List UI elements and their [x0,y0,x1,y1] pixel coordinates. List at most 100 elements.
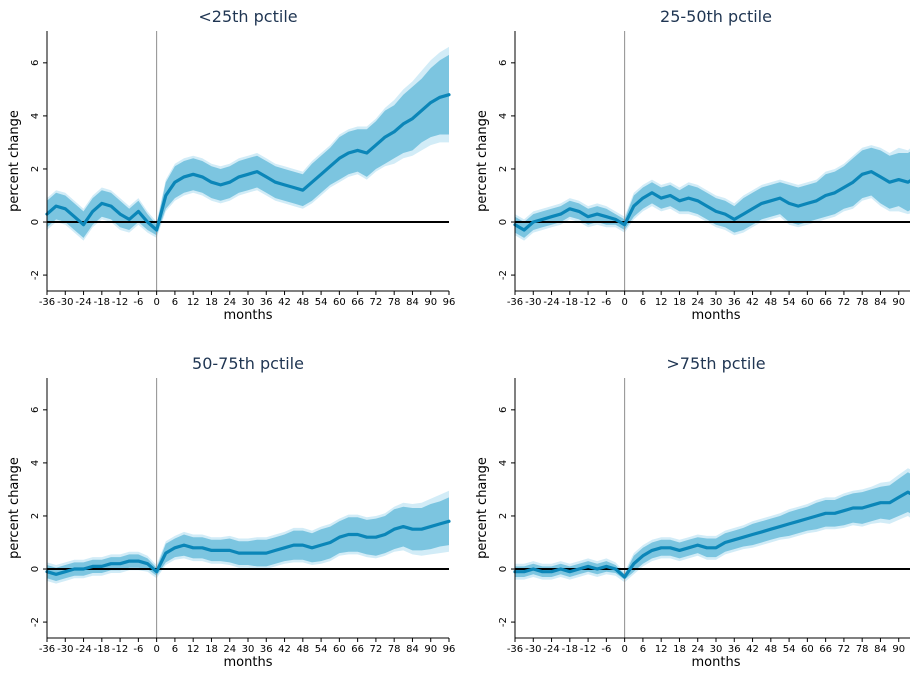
x-tick-label: 24 [223,644,236,655]
x-tick-label: 24 [223,297,236,308]
x-tick-label: 30 [242,297,255,308]
y-tick-label: 0 [30,219,41,225]
estimate-line [45,93,451,232]
y-tick-label: 6 [498,60,509,66]
x-tick-label: -24 [75,297,91,308]
ci-band-inner [515,147,910,238]
y-tick-label: 6 [498,407,509,413]
x-tick-label: 84 [406,297,419,308]
x-tick-label: 0 [621,297,627,308]
y-tick-label: 4 [498,460,509,466]
y-axis-label: percent change [7,457,22,559]
ci-band-inner [47,54,449,238]
y-tick-label: 4 [30,113,41,119]
x-tick-label: 6 [172,297,178,308]
x-tick-label: 66 [819,644,832,655]
x-tick-label: 0 [621,644,627,655]
x-tick-label: 60 [333,644,346,655]
x-tick-label: 66 [819,297,832,308]
x-tick-label: -18 [94,644,110,655]
x-tick-label: 12 [655,644,668,655]
x-tick-label: 6 [640,297,646,308]
x-tick-label: 60 [801,644,814,655]
x-tick-label: 12 [187,644,200,655]
estimate-line [513,170,910,232]
x-tick-label: 0 [153,644,159,655]
x-tick-label: 48 [764,297,777,308]
x-tick-label: -36 [507,644,523,655]
x-tick-label: -36 [507,297,523,308]
x-tick-label: -30 [57,644,73,655]
x-axis-label: months [224,655,273,670]
chart-title: >75th pctile [666,354,765,373]
x-tick-label: 90 [892,297,905,308]
y-tick-label: 6 [30,407,41,413]
x-tick-label: 60 [801,297,814,308]
y-tick-label: -2 [498,270,509,280]
x-tick-label: -24 [75,644,91,655]
x-tick-label: 36 [728,644,741,655]
x-tick-label: 60 [333,297,346,308]
x-tick-label: -24 [543,297,559,308]
panel-50-75: 50-75th pctile -2 0 2 4 6 -36 -30 -24 -18 -12 -6 0 6 1… [0,347,455,683]
x-tick-label: 12 [655,297,668,308]
x-tick-label: 66 [351,297,364,308]
x-tick-label: -12 [580,644,596,655]
chart-title: <25th pctile [198,7,297,26]
x-tick-label: -36 [39,644,55,655]
x-tick-label: 42 [746,644,759,655]
x-tick-label: 30 [710,297,723,308]
x-tick-label: 48 [296,644,309,655]
y-tick-label: 0 [498,219,509,225]
x-tick-label: -36 [39,297,55,308]
y-tick-label: 0 [30,566,41,572]
y-tick-label: -2 [498,617,509,627]
x-tick-label: 90 [892,644,905,655]
x-tick-label: 36 [260,297,273,308]
x-tick-label: -6 [601,297,611,308]
x-tick-label: 36 [260,644,273,655]
x-tick-label: 6 [172,644,178,655]
estimate-line [45,519,451,576]
x-tick-label: -6 [601,644,611,655]
x-tick-label: 18 [205,644,218,655]
panel-gt75: >75th pctile -2 0 2 4 6 -36 -30 -24 -18 -12 -6 0 6 12 1… [468,347,910,683]
x-tick-label: 48 [764,644,777,655]
x-tick-label: 54 [783,297,796,308]
y-tick-label: -2 [30,617,41,627]
x-tick-label: 90 [424,644,437,655]
estimate-line [513,490,910,579]
x-tick-label: -30 [57,297,73,308]
x-tick-label: 96 [443,644,455,655]
x-tick-label: 24 [691,644,704,655]
x-tick-label: -18 [94,297,110,308]
x-tick-label: 78 [856,297,869,308]
x-tick-label: 42 [278,297,291,308]
x-tick-label: -30 [525,644,541,655]
x-tick-label: 96 [443,297,455,308]
x-tick-label: 66 [351,644,364,655]
x-tick-label: -12 [112,297,128,308]
x-tick-label: 12 [187,297,200,308]
x-tick-label: -12 [112,644,128,655]
y-tick-label: 0 [498,566,509,572]
x-tick-label: 72 [838,297,851,308]
x-tick-label: 42 [278,644,291,655]
x-tick-label: -18 [562,297,578,308]
panel-25-50: 25-50th pctile -2 0 2 4 6 -36 -30 -24 -18 -12 -6 0 6 1… [468,0,910,336]
x-tick-label: 84 [406,644,419,655]
x-tick-label: 42 [746,297,759,308]
x-tick-label: 18 [673,297,686,308]
x-axis-label: months [224,308,273,323]
x-tick-label: 84 [874,297,887,308]
x-tick-label: 0 [153,297,159,308]
y-tick-label: 2 [498,166,509,172]
x-tick-label: 18 [205,297,218,308]
x-tick-label: 54 [783,644,796,655]
x-tick-label: 54 [315,644,328,655]
x-tick-label: 54 [315,297,328,308]
panel-lt25: <25th pctile -2 0 2 4 6 -36 -30 -24 -18 -12 -6 0 6 12 1… [0,0,455,336]
